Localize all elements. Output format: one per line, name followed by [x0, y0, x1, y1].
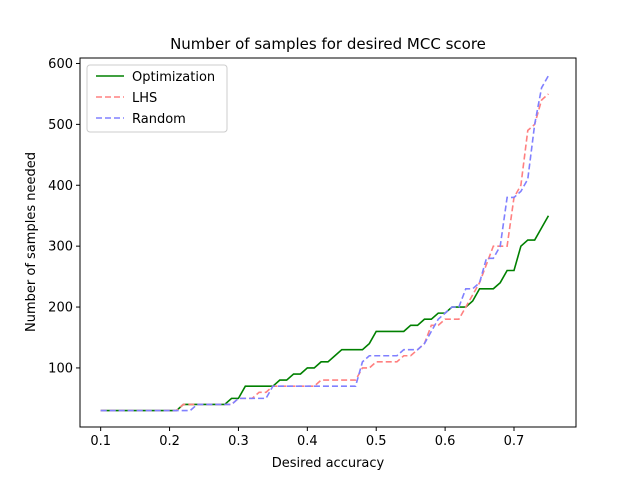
- x-tick-label: 0.7: [504, 434, 525, 449]
- series-line-optimization: [100, 215, 550, 412]
- legend: Optimization LHS Random: [86, 64, 228, 133]
- y-tick-label: 100: [48, 361, 73, 376]
- x-tick-label: 0.5: [366, 434, 387, 449]
- y-axis-label: Number of samples needed: [24, 152, 39, 332]
- legend-label-random: Random: [132, 112, 186, 127]
- x-axis-label: Desired accuracy: [272, 456, 385, 471]
- x-tick-label: 0.3: [228, 434, 249, 449]
- series-line-random: [100, 75, 550, 412]
- series-line-lhs: [100, 93, 549, 412]
- plot-frame: [79, 57, 577, 428]
- y-axis: 100 200 300 400 500 600: [48, 57, 80, 376]
- y-tick-label: 600: [48, 57, 73, 72]
- legend-label-lhs: LHS: [132, 91, 157, 106]
- chart-title: Number of samples for desired MCC score: [170, 35, 486, 53]
- x-tick-label: 0.6: [435, 434, 456, 449]
- x-tick-label: 0.4: [297, 434, 318, 449]
- x-axis: 0.1 0.2 0.3 0.4 0.5 0.6 0.7: [90, 427, 524, 449]
- x-tick-label: 0.2: [159, 434, 180, 449]
- y-tick-label: 500: [48, 118, 73, 133]
- legend-label-optimization: Optimization: [132, 70, 215, 85]
- y-tick-label: 300: [48, 240, 73, 255]
- x-tick-label: 0.1: [90, 434, 111, 449]
- legend-box: [86, 64, 228, 133]
- y-tick-label: 400: [48, 179, 73, 194]
- y-tick-label: 200: [48, 301, 73, 316]
- plot-lines: [100, 75, 550, 412]
